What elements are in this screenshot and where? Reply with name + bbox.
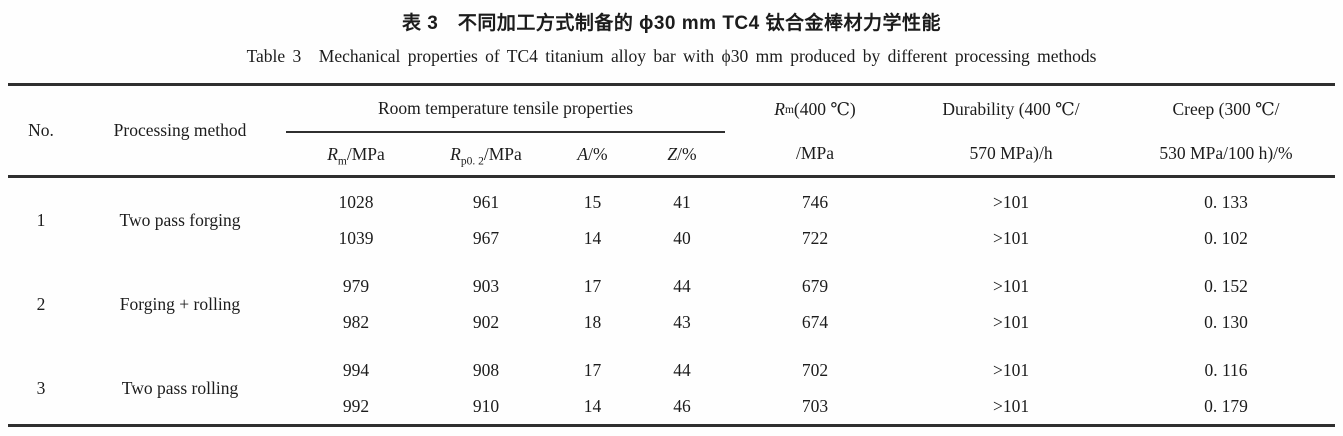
cell-creep: 0. 102 xyxy=(1204,227,1248,248)
header-row-sub: Rm/MPa Rp0. 2/MPa A/% Z/% xyxy=(8,132,1335,177)
cell-durability: >101 xyxy=(992,311,1030,332)
col-header-durability: Durability (400 ℃/ 570 MPa)/h xyxy=(905,85,1117,177)
col-header-rm-400-line2: /MPa xyxy=(796,142,834,163)
cell-rm: 1028 xyxy=(338,191,374,212)
cell-creep: 0. 152 xyxy=(1204,275,1248,296)
cell-rm: 994 xyxy=(342,359,370,380)
col-header-no: No. xyxy=(28,120,54,140)
table-row: 992 910 14 46 703 >101 0. 179 xyxy=(8,388,1335,426)
spacer-row xyxy=(8,340,1335,352)
table-row: 982 902 18 43 674 >101 0. 130 xyxy=(8,304,1335,340)
col-header-processing-method: Processing method xyxy=(113,120,247,140)
cell-a: 17 xyxy=(583,275,602,296)
cell-no: 3 xyxy=(36,377,46,398)
cell-z: 44 xyxy=(673,275,691,296)
header-row-top: No. Processing method Room temperature t… xyxy=(8,84,1335,163)
cell-no: 2 xyxy=(36,293,46,314)
cell-z: 40 xyxy=(673,227,691,248)
cell-processing-method: Forging + rolling xyxy=(119,293,241,314)
cell-rm-400: 674 xyxy=(801,311,829,332)
cell-creep: 0. 179 xyxy=(1204,395,1248,416)
col-group-header-room-temp: Room temperature tensile properties xyxy=(286,84,726,133)
col-header-creep-line1: Creep (300 ℃/ xyxy=(1172,99,1280,119)
cell-rm-400: 679 xyxy=(801,275,829,296)
cell-no: 1 xyxy=(36,209,46,230)
spacer-row xyxy=(8,177,1335,185)
col-header-durability-line1: Durability (400 ℃/ xyxy=(942,99,1080,119)
cell-processing-method: Two pass forging xyxy=(119,209,241,230)
cell-durability: >101 xyxy=(992,227,1030,248)
cell-creep: 0. 130 xyxy=(1204,311,1248,332)
cell-creep: 0. 133 xyxy=(1204,191,1248,212)
cell-rm: 979 xyxy=(342,275,370,296)
cell-z: 44 xyxy=(673,359,691,380)
cell-rm: 1039 xyxy=(338,227,374,248)
cell-durability: >101 xyxy=(992,359,1030,380)
table-row: 3 Two pass rolling 994 908 17 44 702 >10… xyxy=(8,352,1335,398)
cell-a: 14 xyxy=(583,395,602,416)
cell-rm-400: 746 xyxy=(801,191,829,212)
spacer-row xyxy=(8,256,1335,268)
table-row: 1 Two pass forging 1028 961 15 41 746 >1… xyxy=(8,184,1335,230)
cell-durability: >101 xyxy=(992,395,1030,416)
cell-a: 14 xyxy=(583,227,602,248)
cell-durability: >101 xyxy=(992,275,1030,296)
cell-a: 18 xyxy=(583,311,602,332)
cell-rp02: 961 xyxy=(472,191,500,212)
cell-rm-400: 722 xyxy=(801,227,829,248)
col-header-a: A/% xyxy=(577,143,608,164)
cell-rm-400: 703 xyxy=(801,395,829,416)
cell-z: 41 xyxy=(673,191,691,212)
cell-z: 46 xyxy=(673,395,691,416)
col-header-rp02: Rp0. 2/MPa xyxy=(450,143,522,167)
cell-rm-400: 702 xyxy=(801,359,829,380)
col-header-creep: Creep (300 ℃/ 530 MPa/100 h)/% xyxy=(1117,85,1335,177)
cell-creep: 0. 116 xyxy=(1204,359,1248,380)
table-header: No. Processing method Room temperature t… xyxy=(8,84,1336,177)
cell-rp02: 910 xyxy=(472,395,500,416)
col-header-rm: Rm/MPa xyxy=(327,143,385,167)
cell-rm: 982 xyxy=(342,311,370,332)
table-row: 2 Forging + rolling 979 903 17 44 679 >1… xyxy=(8,268,1335,314)
cell-rp02: 903 xyxy=(472,275,500,296)
mechanical-properties-table: No. Processing method Room temperature t… xyxy=(8,83,1336,427)
cell-rp02: 908 xyxy=(472,359,500,380)
col-header-durability-line2: 570 MPa)/h xyxy=(969,142,1053,163)
table-title-english: Table 3 Mechanical properties of TC4 tit… xyxy=(246,46,1097,66)
cell-z: 43 xyxy=(673,311,691,332)
table-title-chinese: 表 3 不同加工方式制备的 ϕ30 mm TC4 钛合金棒材力学性能 xyxy=(401,13,942,34)
cell-a: 17 xyxy=(583,359,602,380)
cell-rm: 992 xyxy=(342,395,370,416)
col-header-creep-line2: 530 MPa/100 h)/% xyxy=(1159,142,1293,163)
cell-rp02: 967 xyxy=(472,227,500,248)
cell-rp02: 902 xyxy=(472,311,500,332)
cell-durability: >101 xyxy=(992,191,1030,212)
table-body: 1 Two pass forging 1028 961 15 41 746 >1… xyxy=(8,177,1335,426)
col-header-z: Z/% xyxy=(667,143,697,164)
cell-a: 15 xyxy=(583,191,602,212)
cell-processing-method: Two pass rolling xyxy=(121,377,239,398)
table-row: 1039 967 14 40 722 >101 0. 102 xyxy=(8,220,1335,256)
